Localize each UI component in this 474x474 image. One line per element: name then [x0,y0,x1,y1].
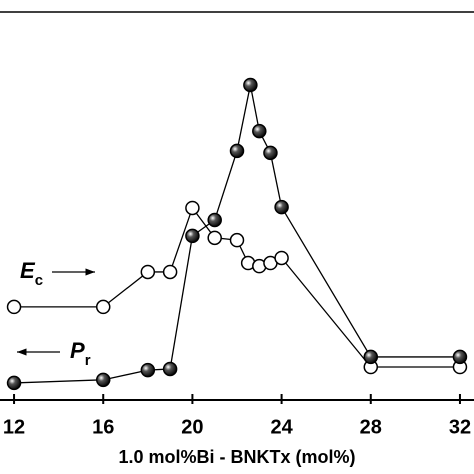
annotation: Ec [20,258,43,289]
annotation-subscript: c [35,272,43,289]
annotation-text: P [70,338,85,363]
data-point [162,264,178,280]
data-point [185,200,200,216]
data-point [6,375,22,391]
data-point [185,228,200,244]
data-point [243,77,258,93]
data-point [162,361,178,377]
data-point [6,299,22,315]
x-tick-label: 20 [181,416,203,438]
x-tick-label: 16 [92,416,114,438]
annotation-subscript: r [85,352,91,369]
data-point [363,349,379,365]
data-point [274,199,289,215]
data-point [95,299,111,315]
data-point [252,123,267,139]
x-tick-label: 24 [270,416,293,438]
data-point [207,212,222,228]
data-point [263,145,278,161]
data-point [207,230,222,246]
data-point [95,372,111,388]
x-tick-label: 28 [360,416,382,438]
x-axis-title: 1.0 mol%Bi - BNKTx (mol%) [118,447,355,467]
data-point [140,362,156,378]
annotation-text: E [20,258,36,283]
data-point [229,232,245,248]
data-point [452,349,468,365]
x-tick-label: 12 [3,416,25,438]
data-point [274,250,289,266]
data-point [140,264,156,280]
x-tick-label: 32 [449,416,471,438]
annotation: Pr [70,338,91,369]
data-point [229,143,245,159]
